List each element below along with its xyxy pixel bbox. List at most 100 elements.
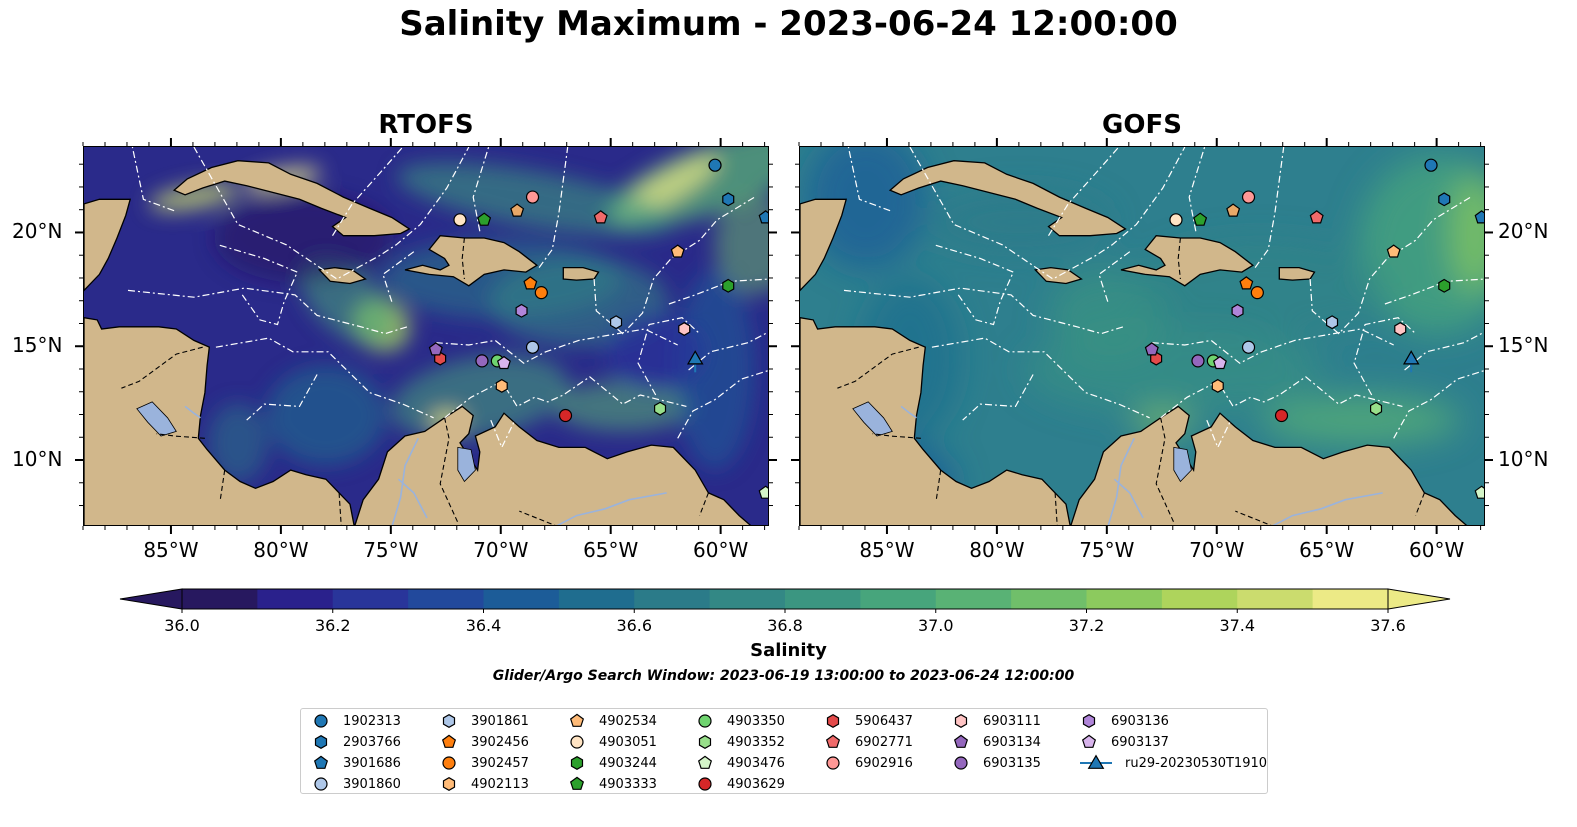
river-line <box>556 492 667 525</box>
country-border <box>439 417 459 523</box>
colorbar-extend-low <box>119 588 183 610</box>
eez-boundary <box>931 337 1150 419</box>
float-marker-6903150 <box>510 203 525 217</box>
map-canvas-rtofs <box>84 147 768 525</box>
legend-hexagon-icon <box>570 756 584 770</box>
eez-boundary <box>444 376 687 419</box>
colorbar-segment <box>332 589 409 609</box>
legend-pentagon-icon <box>697 755 713 769</box>
float-marker-6903134 <box>428 342 443 356</box>
legend-entry: 3902456 <box>439 732 529 752</box>
float-marker-1902313 <box>708 158 722 172</box>
lat-tick-label-left: 10°N <box>12 447 63 471</box>
legend-entry: 3902457 <box>439 753 529 773</box>
legend-entry: 4903476 <box>695 753 785 773</box>
lat-tick-label-left: 20°N <box>12 219 63 244</box>
legend-entry: 4903629 <box>695 774 785 794</box>
eez-boundary <box>637 317 701 396</box>
lon-tick-label: 65°W <box>1299 538 1355 562</box>
lake-polygon <box>1173 446 1192 483</box>
legend-label: 6903137 <box>1111 734 1169 750</box>
eez-boundary <box>843 287 1124 335</box>
colorbar <box>119 588 1451 613</box>
legend-hexagon-icon <box>442 777 456 791</box>
legend-entry: 3901686 <box>311 753 401 773</box>
legend-circle-icon <box>570 735 584 749</box>
glider-marker <box>686 350 704 365</box>
colorbar-tick-label: 36.4 <box>465 616 502 635</box>
lon-tick-label: 80°W <box>969 538 1025 562</box>
float-marker-3901861 <box>609 315 623 330</box>
legend-label: 4903629 <box>727 776 785 792</box>
colorbar-segment <box>408 589 484 609</box>
float-marker-3902456 <box>523 276 538 290</box>
colorbar-segment <box>257 589 334 609</box>
legend-entry: 4903333 <box>567 774 657 794</box>
float-marker-6902916 <box>1241 190 1256 204</box>
search-window-note: Glider/Argo Search Window: 2023-06-19 13… <box>492 668 1075 684</box>
float-marker-3902457 <box>534 286 548 300</box>
float-marker-6902771 <box>593 210 608 224</box>
legend: 1902313 2903766 3901686 3901860 3901861 39024… <box>300 708 1268 794</box>
legend-label: 4902534 <box>599 713 657 729</box>
eez-boundary <box>435 328 678 364</box>
eez-boundary <box>538 147 569 268</box>
lat-tick-label-right: 20°N <box>1498 219 1549 244</box>
float-marker-6903135 <box>1191 354 1205 368</box>
lon-tick-label: 75°W <box>363 538 419 562</box>
legend-marker-icon <box>569 776 585 790</box>
legend-marker-icon <box>570 756 584 770</box>
colorbar-tick-label: 37.2 <box>1068 616 1105 635</box>
legend-hexagon-icon <box>826 714 840 728</box>
colorbar-label: Salinity <box>750 640 827 661</box>
legend-label: 4903244 <box>599 755 657 771</box>
legend-marker-icon <box>314 735 328 749</box>
legend-circle-icon <box>826 756 840 770</box>
legend-label: 4903476 <box>727 755 785 771</box>
legend-label: 4903333 <box>599 776 657 792</box>
legend-label: 6902771 <box>855 734 913 750</box>
float-marker-6903135 <box>475 354 489 368</box>
legend-entry: 2903766 <box>311 732 401 752</box>
legend-marker-icon <box>442 777 456 791</box>
legend-marker-icon <box>442 756 456 770</box>
colorbar-segment <box>1161 589 1238 609</box>
legend-label: 1902313 <box>343 713 401 729</box>
land-polygon <box>1033 266 1083 285</box>
legend-entry: 4903350 <box>695 711 785 731</box>
land-polygon <box>1120 235 1255 287</box>
eez-boundary <box>472 147 490 232</box>
eez-boundary <box>962 374 1034 421</box>
eez-boundary <box>1188 147 1206 232</box>
land-polygon <box>1278 266 1316 281</box>
eez-boundary <box>1160 376 1403 419</box>
eez-boundary <box>1404 331 1484 371</box>
legend-entry: 3901861 <box>439 711 529 731</box>
float-marker-2903766 <box>1438 192 1451 207</box>
legend-circle-icon <box>314 714 328 728</box>
legend-label: 3901861 <box>471 713 529 729</box>
legend-entry: 6902916 <box>823 753 913 773</box>
float-marker-4903352 <box>1369 401 1383 416</box>
panel-title-gofs: GOFS <box>1102 110 1182 140</box>
float-marker-6903136 <box>1231 303 1244 318</box>
float-marker-4903352 <box>653 401 667 416</box>
legend-entry: 4902113 <box>439 774 529 794</box>
legend-entry: 1902313 <box>311 711 401 731</box>
land-polygon <box>800 198 848 292</box>
eez-boundary <box>933 244 1015 326</box>
eez-boundary <box>127 287 408 335</box>
legend-entry: 6902771 <box>823 732 913 752</box>
colorbar-segment <box>1011 589 1087 609</box>
panel-title-rtofs: RTOFS <box>378 110 474 140</box>
legend-pentagon-icon <box>569 713 585 727</box>
float-marker-6903111 <box>1394 322 1407 336</box>
float-marker-6903134 <box>1144 342 1159 356</box>
eez-boundary <box>246 374 318 421</box>
legend-hexagon-icon <box>442 714 456 728</box>
legend-marker-icon <box>698 735 712 749</box>
legend-circle-icon <box>698 714 712 728</box>
float-marker-6903137 <box>1212 355 1227 370</box>
legend-label: 6902916 <box>855 755 913 771</box>
axes-ticks <box>75 138 1493 534</box>
